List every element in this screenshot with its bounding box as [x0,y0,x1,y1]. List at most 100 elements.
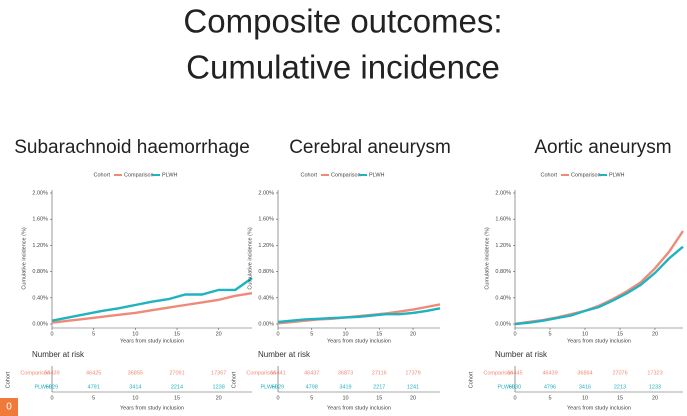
series-line [277,307,441,324]
risk-value: 46437 [304,370,319,376]
y-tick-label: 0.80% [32,269,48,275]
x-tick-label: 0 [50,331,53,337]
risk-row-label: Comparison [246,370,276,376]
x-axis-label: Years from study inclusion [120,338,184,344]
y-tick-label: 1.20% [258,243,274,249]
y-axis-label: Cumulative incidence (%) [247,227,253,290]
risk-row-label: Comparison [483,370,513,376]
x-tick-label: 15 [617,331,623,337]
risk-x-tick-label: 5 [548,395,551,401]
y-tick-label: 2.00% [495,190,511,196]
risk-value: 56441 [270,370,285,376]
risk-title: Number at risk [495,350,548,359]
x-tick-label: 10 [342,331,348,337]
legend-label: Comparison [331,172,361,178]
risk-value: 2213 [614,384,626,390]
x-tick-label: 15 [376,331,382,337]
x-tick-label: 20 [410,331,416,337]
risk-group-label: Cohort [231,371,237,388]
risk-value: 4791 [88,384,100,390]
x-tick-label: 5 [92,331,95,337]
risk-x-tick-label: 20 [652,395,658,401]
risk-value: 46439 [542,370,557,376]
risk-group-label: Cohort [468,371,474,388]
y-tick-label: 1.20% [32,243,48,249]
risk-value: 36873 [338,370,353,376]
risk-value: 1241 [407,384,419,390]
risk-x-tick-label: 20 [216,395,222,401]
chart-title: Cerebral aneurysm [289,137,451,158]
chart-title: Subarachnoid haemorrhage [14,137,250,158]
risk-row-label: PLWH [35,384,51,390]
risk-x-tick-label: 10 [132,395,138,401]
y-tick-label: 0.00% [32,321,48,327]
risk-value: 27076 [612,370,627,376]
y-tick-label: 0.00% [258,321,274,327]
legend-title: Cohort [93,172,110,178]
y-tick-label: 2.00% [32,190,48,196]
y-tick-label: 0.80% [495,269,511,275]
risk-title: Number at risk [32,350,85,359]
risk-x-tick-label: 20 [410,395,416,401]
risk-value: 36855 [128,370,143,376]
risk-x-tick-label: 15 [174,395,180,401]
risk-value: 3414 [129,384,141,390]
risk-row-label: PLWH [261,384,277,390]
risk-value: 6930 [509,384,521,390]
risk-value: 3416 [579,384,591,390]
x-axis-label: Years from study inclusion [327,338,391,344]
risk-x-tick-label: 0 [276,395,279,401]
risk-value: 56445 [507,370,522,376]
risk-row-label: Comparison [20,370,50,376]
y-tick-label: 2.00% [258,190,274,196]
risk-value: 1233 [649,384,661,390]
legend-title: Cohort [300,172,317,178]
risk-x-tick-label: 5 [92,395,95,401]
risk-value: 27116 [372,370,387,376]
y-tick-label: 0.40% [495,295,511,301]
risk-value: 17367 [211,370,226,376]
risk-value: 4796 [544,384,556,390]
risk-row-label: PLWH [498,384,514,390]
risk-x-axis-label: Years from study inclusion [120,405,184,411]
risk-x-tick-label: 10 [342,395,348,401]
y-tick-label: 0.40% [32,295,48,301]
y-axis-label: Cumulative incidence (%) [484,227,490,290]
chart-title: Aortic aneurysm [534,137,671,158]
x-tick-label: 0 [276,331,279,337]
legend-title: Cohort [540,172,557,178]
risk-x-tick-label: 5 [310,395,313,401]
x-tick-label: 15 [174,331,180,337]
risk-value: 17323 [647,370,662,376]
x-axis-label: Years from study inclusion [567,338,631,344]
risk-title: Number at risk [258,350,311,359]
risk-value: 46425 [86,370,101,376]
risk-value: 2214 [171,384,183,390]
risk-value: 6929 [46,384,58,390]
x-tick-label: 0 [513,331,516,337]
legend-label: PLWH [609,172,625,178]
slide-title: Cumulative incidence [186,49,500,86]
risk-x-axis-label: Years from study inclusion [327,405,391,411]
series-line [51,277,253,322]
y-tick-label: 1.60% [495,217,511,223]
y-tick-label: 0.80% [258,269,274,275]
badge-box [0,398,18,416]
risk-value: 56439 [44,370,59,376]
risk-value: 4798 [306,384,318,390]
legend-label: Comparison [124,172,154,178]
legend-label: Comparison [571,172,601,178]
y-tick-label: 1.20% [495,243,511,249]
risk-x-tick-label: 10 [582,395,588,401]
series-line [51,292,253,324]
slide-title: Composite outcomes: [183,3,502,40]
risk-group-label: Cohort [5,371,11,388]
x-tick-label: 10 [582,331,588,337]
risk-x-axis-label: Years from study inclusion [567,405,631,411]
risk-x-tick-label: 0 [513,395,516,401]
x-tick-label: 10 [132,331,138,337]
risk-x-tick-label: 15 [376,395,382,401]
